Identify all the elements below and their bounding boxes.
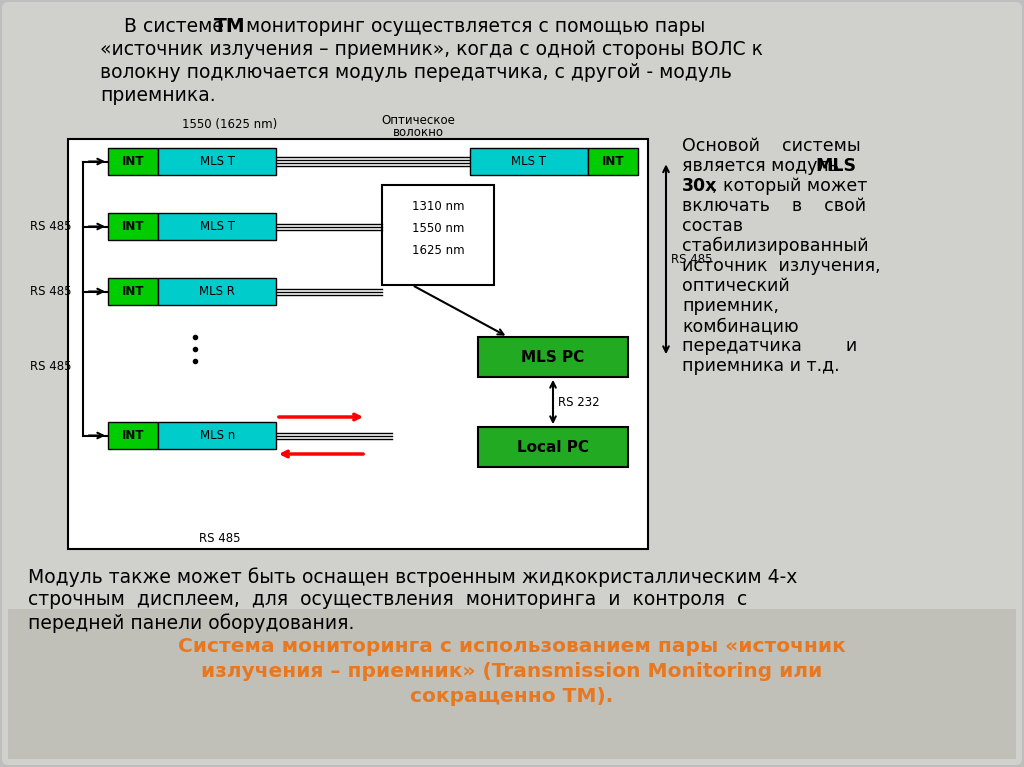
Text: оптический: оптический bbox=[682, 277, 790, 295]
Text: сокращенно ТМ).: сокращенно ТМ). bbox=[411, 687, 613, 706]
Bar bbox=[108, 278, 159, 305]
Text: передней панели оборудования.: передней панели оборудования. bbox=[28, 613, 354, 633]
Bar bbox=[588, 148, 638, 175]
Bar bbox=[470, 148, 588, 175]
Text: ТМ: ТМ bbox=[214, 17, 246, 36]
Text: MLS PC: MLS PC bbox=[521, 350, 585, 364]
Text: 30x: 30x bbox=[682, 177, 718, 195]
Text: INT: INT bbox=[122, 155, 144, 168]
Text: , который может: , который может bbox=[712, 177, 867, 195]
Text: источник  излучения,: источник излучения, bbox=[682, 257, 881, 275]
Text: волокно: волокно bbox=[392, 126, 443, 139]
Bar bbox=[108, 213, 159, 240]
Text: MLS R: MLS R bbox=[200, 285, 236, 298]
Bar bbox=[159, 213, 276, 240]
Text: MLS: MLS bbox=[815, 157, 856, 175]
Text: волокну подключается модуль передатчика, с другой - модуль: волокну подключается модуль передатчика,… bbox=[100, 63, 732, 82]
Bar bbox=[108, 422, 159, 449]
Text: 1550 nm: 1550 nm bbox=[412, 222, 464, 235]
Text: RS 485: RS 485 bbox=[31, 285, 72, 298]
Text: 1550 (1625 nm): 1550 (1625 nm) bbox=[182, 118, 278, 131]
Text: INT: INT bbox=[122, 429, 144, 442]
Text: Модуль также может быть оснащен встроенным жидкокристаллическим 4-х: Модуль также может быть оснащен встроенн… bbox=[28, 567, 798, 587]
Bar bbox=[382, 185, 494, 285]
Text: стабилизированный: стабилизированный bbox=[682, 237, 868, 255]
Text: строчным  дисплеем,  для  осуществления  мониторинга  и  контроля  с: строчным дисплеем, для осуществления мон… bbox=[28, 590, 748, 609]
Bar bbox=[159, 278, 276, 305]
Text: «источник излучения – приемник», когда с одной стороны ВОЛС к: «источник излучения – приемник», когда с… bbox=[100, 40, 763, 59]
Text: MLS n: MLS n bbox=[200, 429, 234, 442]
Text: приемника и т.д.: приемника и т.д. bbox=[682, 357, 840, 375]
Text: RS 485: RS 485 bbox=[31, 360, 72, 374]
Bar bbox=[159, 148, 276, 175]
Text: 1310 nm: 1310 nm bbox=[412, 200, 464, 213]
Text: RS 485: RS 485 bbox=[671, 253, 713, 265]
Text: 1625 nm: 1625 nm bbox=[412, 245, 464, 258]
Bar bbox=[478, 337, 628, 377]
Text: Local PC: Local PC bbox=[517, 439, 589, 455]
Text: включать    в    свой: включать в свой bbox=[682, 197, 866, 215]
Bar bbox=[8, 609, 1016, 759]
Text: передатчика        и: передатчика и bbox=[682, 337, 857, 355]
Text: мониторинг осуществляется с помощью пары: мониторинг осуществляется с помощью пары bbox=[240, 17, 706, 36]
Text: Оптическое: Оптическое bbox=[381, 114, 455, 127]
Text: комбинацию: комбинацию bbox=[682, 317, 799, 335]
Text: излучения – приемник» (Transmission Monitoring или: излучения – приемник» (Transmission Moni… bbox=[202, 662, 822, 681]
Text: состав: состав bbox=[682, 217, 743, 235]
Text: является модуль: является модуль bbox=[682, 157, 845, 175]
Text: MLS T: MLS T bbox=[511, 155, 546, 168]
Bar bbox=[478, 427, 628, 467]
Text: приемника.: приемника. bbox=[100, 86, 216, 105]
Text: RS 485: RS 485 bbox=[200, 532, 241, 545]
Text: Система мониторинга с использованием пары «источник: Система мониторинга с использованием пар… bbox=[178, 637, 846, 656]
Text: INT: INT bbox=[601, 155, 624, 168]
Text: INT: INT bbox=[122, 220, 144, 233]
Text: INT: INT bbox=[122, 285, 144, 298]
Text: MLS T: MLS T bbox=[200, 155, 234, 168]
Text: В системе: В системе bbox=[100, 17, 229, 36]
Text: RS 485: RS 485 bbox=[31, 220, 72, 233]
Text: Основой    системы: Основой системы bbox=[682, 137, 860, 155]
Text: MLS T: MLS T bbox=[200, 220, 234, 233]
Text: приемник,: приемник, bbox=[682, 297, 779, 315]
Bar bbox=[108, 148, 159, 175]
Bar bbox=[68, 139, 648, 549]
Text: RS 232: RS 232 bbox=[558, 396, 600, 409]
Bar bbox=[159, 422, 276, 449]
